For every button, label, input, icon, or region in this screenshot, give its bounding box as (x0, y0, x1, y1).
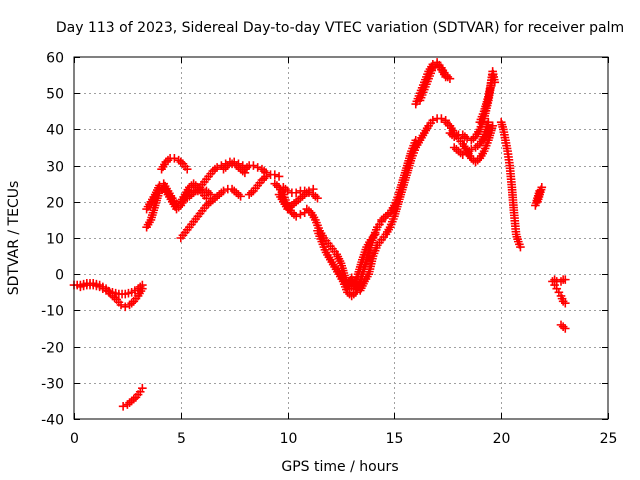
data-series (69, 58, 570, 411)
data-point (560, 298, 570, 308)
y-tick-label: 50 (46, 87, 64, 103)
series-s24 (475, 67, 500, 127)
data-point (274, 172, 284, 181)
series-s03 (118, 383, 147, 411)
y-tick-label: 40 (46, 123, 64, 139)
data-point (484, 117, 493, 127)
series-s02 (76, 280, 147, 299)
y-tick-label: -20 (41, 341, 64, 357)
data-point (124, 288, 133, 298)
data-point (490, 78, 500, 87)
y-tick-label: 10 (46, 232, 64, 248)
data-point (104, 287, 114, 296)
series-s26 (531, 183, 547, 210)
series-s25 (496, 117, 525, 252)
data-point (92, 281, 101, 291)
data-point (88, 280, 98, 290)
data-point (533, 197, 542, 207)
y-tick-label: 20 (46, 196, 64, 212)
data-point (488, 121, 497, 131)
plot-frame (73, 56, 609, 420)
data-point (441, 72, 450, 82)
series-s18 (377, 135, 421, 225)
tick-labels: 0 5 10 15 20 25 -40 -30 -20 -10 0 10 20 30 40 50 60 (41, 51, 617, 448)
data-point (79, 281, 88, 291)
series-s06 (157, 154, 192, 174)
data-point (560, 324, 570, 333)
data-point (101, 286, 111, 295)
series-s23 (449, 117, 493, 160)
x-axis-label: GPS time / hours (281, 459, 398, 475)
y-axis-label: SDTVAR / TECUs (6, 181, 22, 296)
x-tick-label: 25 (600, 431, 618, 447)
y-tick-label: -40 (41, 413, 64, 429)
data-point (516, 242, 525, 252)
series-s09 (219, 159, 250, 178)
data-point (138, 280, 147, 290)
y-tick-label: -10 (41, 304, 64, 320)
data-point (236, 192, 245, 201)
x-tick-label: 10 (280, 431, 298, 447)
series-s16 (313, 217, 386, 301)
data-point (108, 288, 117, 297)
x-tick-label: 20 (493, 431, 511, 447)
data-point (206, 190, 216, 199)
data-point (76, 282, 85, 292)
y-tick-label: 60 (46, 51, 64, 67)
series-s07 (176, 184, 245, 243)
data-point (120, 289, 130, 299)
y-tick-label: -30 (41, 377, 64, 393)
series-s20 (415, 59, 450, 105)
data-point (182, 164, 192, 174)
series-s27 (548, 277, 570, 308)
data-point (560, 275, 570, 284)
data-point (111, 288, 120, 298)
y-tick-label: 0 (55, 268, 64, 284)
data-point (202, 193, 211, 203)
series-s29 (556, 320, 570, 333)
series-s28 (550, 275, 570, 286)
series-s11 (244, 170, 284, 199)
x-tick-label: 0 (70, 431, 79, 447)
y-tick-label: 30 (46, 160, 64, 176)
data-point (411, 135, 421, 145)
x-tick-label: 5 (177, 431, 186, 447)
x-tick-label: 15 (386, 431, 404, 447)
data-point (313, 193, 322, 203)
series-s10 (240, 161, 271, 178)
data-point (138, 383, 147, 393)
series-s14 (279, 183, 322, 203)
chart-title: Day 113 of 2023, Sidereal Day-to-day VTE… (56, 20, 624, 36)
